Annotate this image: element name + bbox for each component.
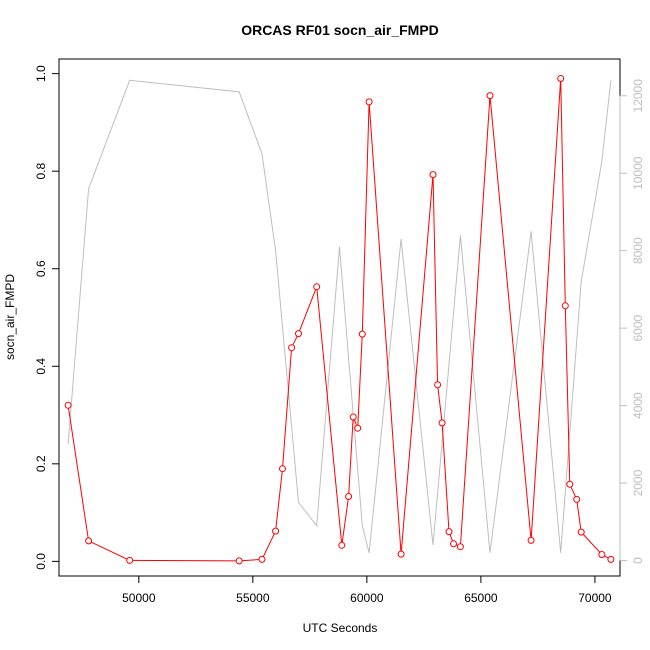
series-0-point-6 — [280, 466, 286, 472]
series-0-point-3 — [236, 558, 242, 564]
y-axis: 0.0 0.2 0.4 0.6 0.8 1.0 — [34, 65, 59, 570]
x-tick-label: 70000 — [578, 591, 612, 605]
series-0-point-7 — [289, 345, 295, 351]
series-0-point-10 — [339, 542, 345, 548]
series-0-point-22 — [457, 544, 463, 550]
x-tick-label: 60000 — [350, 591, 384, 605]
series-0-point-25 — [558, 76, 564, 82]
plot-frame — [59, 59, 620, 576]
series-0-point-1 — [86, 538, 92, 544]
series-0-point-5 — [273, 528, 279, 534]
left-axis-series-layer — [65, 76, 614, 564]
series-0-point-11 — [346, 494, 352, 500]
x-tick-label: 55000 — [236, 591, 270, 605]
y2-tick-label: 4000 — [631, 392, 645, 419]
series-0-point-26 — [562, 303, 568, 309]
y2-tick-label: 8000 — [631, 237, 645, 264]
series-0-point-4 — [259, 556, 265, 562]
series-0-point-14 — [359, 331, 365, 337]
series-0-point-16 — [398, 551, 404, 557]
series-0-point-18 — [435, 382, 441, 388]
y-tick-label: 0.0 — [34, 553, 48, 570]
series-0-point-27 — [567, 481, 573, 487]
y-tick-label: 0.4 — [34, 358, 48, 375]
series-0-point-19 — [439, 420, 445, 426]
y-tick-label: 0.2 — [34, 455, 48, 472]
series-0-point-9 — [314, 284, 320, 290]
series-0-point-21 — [451, 541, 457, 547]
x-tick-label: 50000 — [122, 591, 156, 605]
series-1-line — [68, 80, 611, 553]
series-0-point-2 — [127, 557, 133, 563]
series-0-point-8 — [296, 331, 302, 337]
x-tick-label: 65000 — [464, 591, 498, 605]
series-0-point-31 — [608, 556, 614, 562]
y-tick-label: 0.6 — [34, 260, 48, 277]
series-0-point-17 — [430, 172, 436, 178]
series-0-point-0 — [65, 402, 71, 408]
series-0-point-30 — [599, 552, 605, 558]
y-tick-label: 1.0 — [34, 65, 48, 82]
series-0-point-13 — [355, 425, 361, 431]
series-0-point-15 — [366, 99, 372, 105]
y2-tick-label: 6000 — [631, 314, 645, 341]
y2-tick-label: 2000 — [631, 469, 645, 496]
series-0-point-23 — [487, 93, 493, 99]
series-0-line — [68, 79, 611, 561]
series-0-point-29 — [578, 529, 584, 535]
series-0-point-20 — [446, 529, 452, 535]
y2-tick-label: 12000 — [631, 79, 645, 113]
y2-tick-label: 10000 — [631, 156, 645, 190]
y-tick-label: 0.8 — [34, 163, 48, 180]
y2-axis: 0 2000 4000 6000 8000 10000 12000 — [620, 79, 645, 564]
y-axis-label: socn_air_FMPD — [3, 274, 17, 360]
right-axis-series-layer — [68, 80, 611, 553]
x-axis: 50000 55000 60000 65000 70000 — [122, 576, 612, 605]
chart-title: ORCAS RF01 socn_air_FMPD — [241, 22, 439, 38]
series-0-point-12 — [350, 414, 356, 420]
series-0-point-28 — [574, 496, 580, 502]
y2-tick-label: 0 — [631, 557, 645, 564]
series-0-point-24 — [528, 537, 534, 543]
x-axis-label: UTC Seconds — [303, 621, 378, 635]
